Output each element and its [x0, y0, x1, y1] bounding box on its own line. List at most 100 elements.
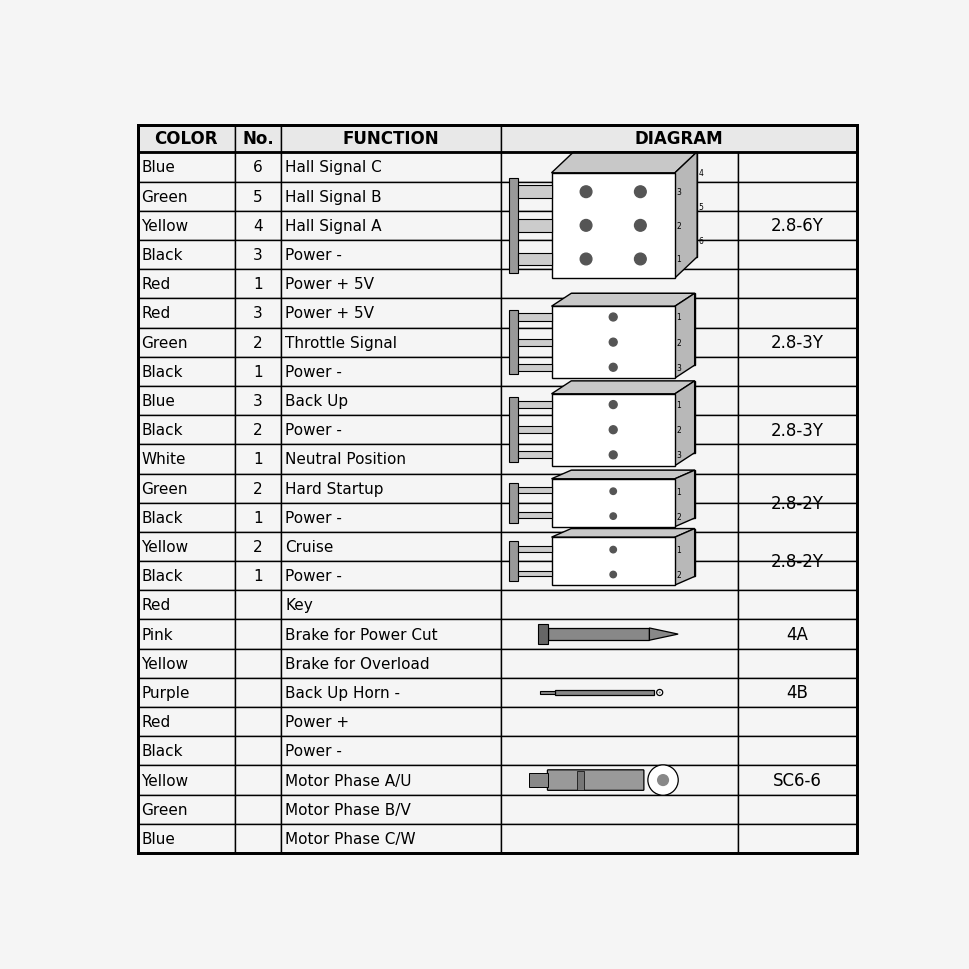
Text: Purple: Purple — [141, 685, 190, 701]
Bar — [500, 387, 737, 416]
Circle shape — [634, 220, 645, 232]
Bar — [737, 736, 856, 766]
Polygon shape — [674, 153, 697, 279]
Bar — [500, 649, 737, 678]
Text: 2: 2 — [253, 482, 263, 496]
Text: 2.8-2Y: 2.8-2Y — [770, 552, 823, 571]
Text: Hall Signal C: Hall Signal C — [285, 160, 382, 175]
Bar — [138, 153, 234, 182]
Bar — [138, 126, 856, 153]
Bar — [234, 269, 281, 299]
Bar — [281, 824, 500, 853]
Text: Power -: Power - — [285, 743, 342, 759]
Bar — [500, 766, 737, 795]
Bar — [234, 328, 281, 358]
Text: Motor Phase C/W: Motor Phase C/W — [285, 831, 416, 846]
Bar — [538, 625, 547, 644]
Circle shape — [634, 187, 645, 199]
Bar — [737, 328, 856, 358]
Bar — [737, 358, 856, 387]
Text: Green: Green — [141, 482, 188, 496]
Bar — [737, 503, 856, 532]
Text: 5: 5 — [253, 190, 263, 204]
Bar — [281, 532, 500, 561]
Circle shape — [656, 774, 669, 786]
Text: 6: 6 — [253, 160, 263, 175]
Text: 1: 1 — [253, 511, 263, 525]
Bar — [500, 211, 737, 240]
Text: Power -: Power - — [285, 364, 342, 380]
Bar — [737, 153, 856, 182]
Text: 3: 3 — [675, 363, 680, 372]
Bar — [281, 445, 500, 474]
Bar — [138, 358, 234, 387]
Text: 2.8-3Y: 2.8-3Y — [770, 333, 823, 352]
Bar — [234, 503, 281, 532]
Bar — [234, 126, 281, 153]
Text: 4: 4 — [253, 219, 263, 234]
Circle shape — [609, 339, 616, 347]
Text: Yellow: Yellow — [141, 656, 188, 672]
Bar — [737, 269, 856, 299]
Bar — [234, 620, 281, 649]
Circle shape — [610, 547, 615, 553]
Bar — [234, 240, 281, 269]
Text: Motor Phase B/V: Motor Phase B/V — [285, 802, 411, 817]
Text: 1: 1 — [253, 364, 263, 380]
Text: 2: 2 — [675, 512, 680, 521]
Bar — [737, 678, 856, 707]
Circle shape — [609, 452, 616, 459]
Text: Red: Red — [141, 598, 171, 612]
Polygon shape — [551, 382, 694, 394]
Bar — [554, 691, 654, 695]
Bar — [500, 678, 737, 707]
Polygon shape — [674, 382, 694, 466]
Text: 3: 3 — [253, 306, 263, 321]
Bar — [500, 299, 737, 328]
Text: 2.8-2Y: 2.8-2Y — [770, 494, 823, 513]
Bar — [281, 240, 500, 269]
Text: 1: 1 — [675, 313, 680, 322]
Polygon shape — [571, 471, 694, 518]
Text: Green: Green — [141, 335, 188, 350]
Bar — [281, 387, 500, 416]
Bar — [737, 387, 856, 416]
Text: Black: Black — [141, 248, 183, 263]
Circle shape — [610, 572, 615, 578]
Bar — [500, 153, 737, 182]
Text: 2: 2 — [675, 338, 680, 347]
Bar — [500, 795, 737, 824]
Text: Black: Black — [141, 743, 183, 759]
Bar — [509, 484, 517, 523]
Bar — [500, 416, 737, 445]
Bar — [500, 532, 737, 561]
Circle shape — [610, 488, 615, 495]
Text: 4: 4 — [698, 170, 703, 178]
Bar — [737, 561, 856, 591]
Bar — [509, 398, 517, 462]
Bar — [737, 649, 856, 678]
Bar — [737, 474, 856, 503]
Text: SC6-6: SC6-6 — [772, 771, 821, 790]
Bar — [500, 474, 737, 503]
Bar — [509, 310, 517, 375]
Bar — [138, 678, 234, 707]
Polygon shape — [571, 529, 694, 577]
Bar — [737, 416, 856, 445]
Bar — [234, 358, 281, 387]
Bar — [517, 314, 551, 322]
Bar — [234, 707, 281, 736]
Polygon shape — [551, 294, 694, 307]
Bar — [138, 126, 234, 153]
Circle shape — [579, 254, 591, 266]
Bar — [737, 766, 856, 795]
Bar — [509, 542, 517, 581]
Text: Yellow: Yellow — [141, 772, 188, 788]
Bar — [509, 179, 517, 273]
Text: 2: 2 — [675, 222, 680, 231]
Bar — [517, 186, 551, 199]
Bar — [234, 299, 281, 328]
Bar — [500, 182, 737, 211]
Bar — [138, 328, 234, 358]
Bar — [500, 126, 856, 153]
